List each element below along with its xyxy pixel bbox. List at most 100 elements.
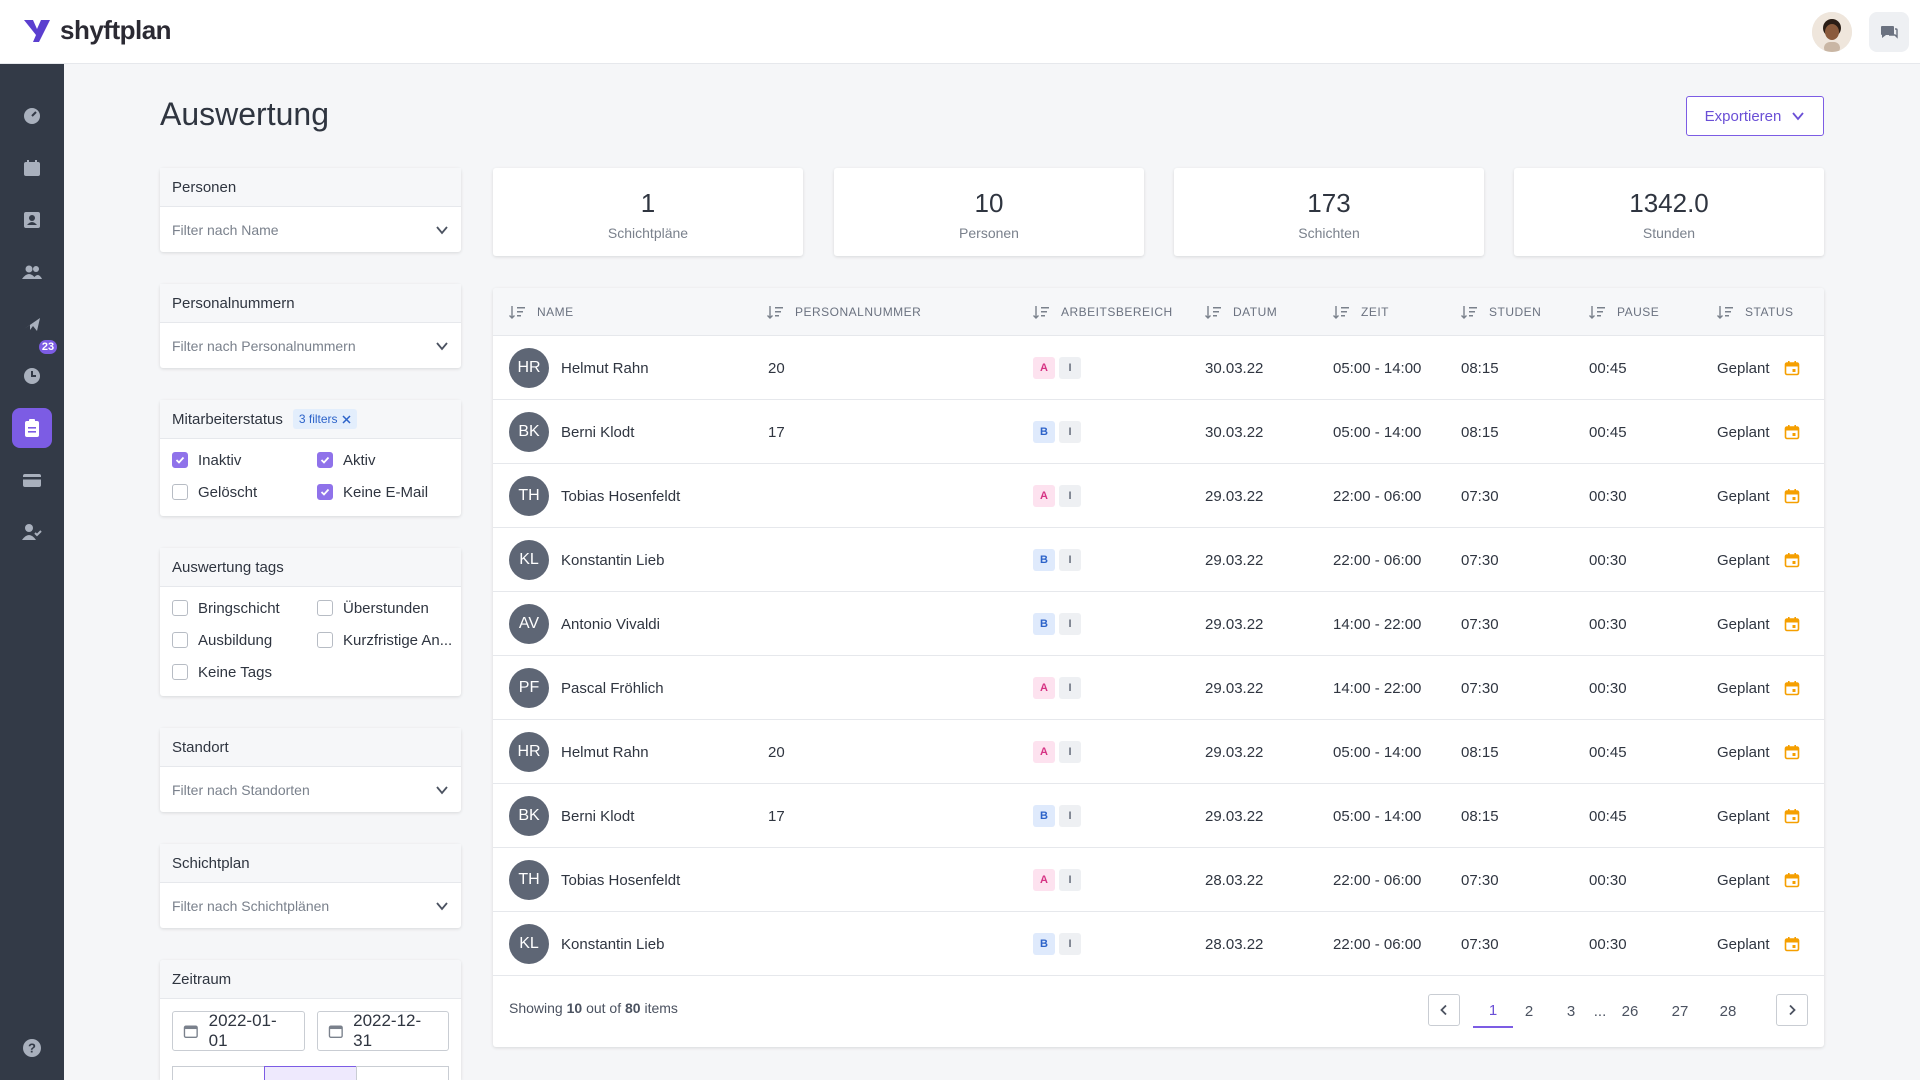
checkbox-aktiv[interactable]: Aktiv — [317, 449, 457, 471]
checkbox-ueberstunden[interactable]: Überstunden — [317, 597, 457, 619]
checkbox-box[interactable] — [172, 484, 188, 500]
sidebar-item-approvals[interactable] — [12, 512, 52, 552]
employee-name[interactable]: Tobias Hosenfeldt — [561, 487, 681, 505]
column-header[interactable]: ZEIT — [1333, 288, 1389, 336]
calendar-status-icon[interactable] — [1784, 488, 1800, 504]
personalnummern-select[interactable]: Filter nach Personalnummern — [160, 323, 461, 368]
table-row[interactable]: HR Helmut Rahn 20 A I 30.03.22 05:00 - 14:00 08… — [493, 336, 1824, 400]
table-row[interactable]: KL Konstantin Lieb B I 28.03.22 22:00 - 06:00… — [493, 912, 1824, 976]
checkbox-inaktiv[interactable]: Inaktiv — [172, 449, 317, 471]
calendar-status-icon[interactable] — [1784, 936, 1800, 952]
checkbox-box-checked[interactable] — [317, 452, 333, 468]
sort-icon[interactable] — [1589, 305, 1605, 319]
logo[interactable]: shyftplan — [22, 15, 172, 46]
active-filters-chip[interactable]: 3 filters — [292, 409, 357, 429]
column-header[interactable]: PERSONALNUMMER — [767, 288, 921, 336]
date-from-input[interactable]: 2022-01-01 — [172, 1011, 305, 1051]
sidebar-item-dashboard[interactable] — [12, 96, 52, 136]
checkbox-box[interactable] — [172, 600, 188, 616]
previous-page-button[interactable] — [1428, 994, 1460, 1026]
sidebar-item-calendar[interactable] — [12, 148, 52, 188]
sidebar-item-help[interactable]: ? — [12, 1028, 52, 1068]
employee-name[interactable]: Helmut Rahn — [561, 743, 649, 761]
page-link[interactable]: 2 — [1524, 1002, 1534, 1020]
checkbox-kurzfristige[interactable]: Kurzfristige An... — [317, 629, 457, 651]
sort-icon[interactable] — [1205, 305, 1221, 319]
table-row[interactable]: TH Tobias Hosenfeldt A I 29.03.22 22:00 - 06:… — [493, 464, 1824, 528]
next-page-button[interactable] — [1776, 994, 1808, 1026]
table-row[interactable]: AV Antonio Vivaldi B I 29.03.22 14:00 - 22:00… — [493, 592, 1824, 656]
sidebar-item-payments[interactable] — [12, 460, 52, 500]
column-header[interactable]: NAME — [509, 288, 574, 336]
page-link[interactable]: 26 — [1621, 1002, 1639, 1020]
checkbox-box[interactable] — [317, 600, 333, 616]
page-link[interactable]: 28 — [1719, 1002, 1737, 1020]
page-link[interactable]: 27 — [1671, 1002, 1689, 1020]
checkbox-keine-tags[interactable]: Keine Tags — [172, 661, 317, 683]
checkbox-geloescht[interactable]: Gelöscht — [172, 481, 317, 503]
employee-name[interactable]: Tobias Hosenfeldt — [561, 871, 681, 889]
sidebar-item-evaluation[interactable] — [12, 408, 52, 448]
employee-name[interactable]: Konstantin Lieb — [561, 551, 665, 569]
close-icon[interactable] — [342, 414, 351, 424]
checkbox-box-checked[interactable] — [172, 452, 188, 468]
personen-select[interactable]: Filter nach Name — [160, 207, 461, 252]
sort-icon[interactable] — [1461, 305, 1477, 319]
checkbox-keine-email[interactable]: Keine E-Mail — [317, 481, 457, 503]
user-avatar[interactable] — [1812, 12, 1852, 52]
page-link[interactable]: 1 — [1473, 994, 1513, 1028]
employee-name[interactable]: Helmut Rahn — [561, 359, 649, 377]
calendar-status-icon[interactable] — [1784, 616, 1800, 632]
sort-icon[interactable] — [767, 305, 783, 319]
table-row[interactable]: PF Pascal Fröhlich A I 29.03.22 14:00 - 22:00… — [493, 656, 1824, 720]
checkbox-box-checked[interactable] — [317, 484, 333, 500]
year-option[interactable] — [356, 1066, 449, 1080]
employee-name[interactable]: Pascal Fröhlich — [561, 679, 664, 697]
calendar-status-icon[interactable] — [1784, 872, 1800, 888]
table-row[interactable]: BK Berni Klodt 17 B I 29.03.22 05:00 - 14:00 08… — [493, 784, 1824, 848]
checkbox-box[interactable] — [317, 632, 333, 648]
standort-select[interactable]: Filter nach Standorten — [160, 767, 461, 812]
sidebar-item-employees[interactable] — [12, 252, 52, 292]
year-option-selected[interactable] — [264, 1066, 357, 1080]
column-header[interactable]: PAUSE — [1589, 288, 1659, 336]
calendar-status-icon[interactable] — [1784, 680, 1800, 696]
sort-icon[interactable] — [509, 305, 525, 319]
employee-name[interactable]: Berni Klodt — [561, 423, 635, 441]
sub-tag: I — [1059, 485, 1081, 507]
calendar-status-icon[interactable] — [1784, 424, 1800, 440]
column-header[interactable]: DATUM — [1205, 288, 1277, 336]
sort-icon[interactable] — [1333, 305, 1349, 319]
year-option[interactable] — [172, 1066, 265, 1080]
table-row[interactable]: TH Tobias Hosenfeldt A I 28.03.22 22:00 - 06:… — [493, 848, 1824, 912]
schichtplan-select[interactable]: Filter nach Schichtplänen — [160, 883, 461, 928]
zeit-cell: 05:00 - 14:00 — [1333, 743, 1422, 761]
export-button[interactable]: Exportieren — [1686, 96, 1824, 136]
calendar-status-icon[interactable] — [1784, 360, 1800, 376]
sidebar-item-absences[interactable] — [12, 304, 52, 344]
table-row[interactable]: KL Konstantin Lieb B I 29.03.22 22:00 - 06:00… — [493, 528, 1824, 592]
sidebar-item-contact[interactable] — [12, 200, 52, 240]
chat-button[interactable] — [1869, 12, 1909, 52]
column-header[interactable]: STATUS — [1717, 288, 1794, 336]
table-row[interactable]: BK Berni Klodt 17 B I 30.03.22 05:00 - 14:00 08… — [493, 400, 1824, 464]
sidebar-item-time[interactable] — [12, 356, 52, 396]
checkbox-box[interactable] — [172, 664, 188, 680]
sort-icon[interactable] — [1033, 305, 1049, 319]
sort-icon[interactable] — [1717, 305, 1733, 319]
table-row[interactable]: HR Helmut Rahn 20 A I 29.03.22 05:00 - 14:00 08… — [493, 720, 1824, 784]
calendar-status-icon[interactable] — [1784, 552, 1800, 568]
column-header[interactable]: STUDEN — [1461, 288, 1541, 336]
checkbox-box[interactable] — [172, 632, 188, 648]
calendar-status-icon[interactable] — [1784, 744, 1800, 760]
checkbox-bringschicht[interactable]: Bringschicht — [172, 597, 317, 619]
checkbox-ausbildung[interactable]: Ausbildung — [172, 629, 317, 651]
page-link[interactable]: 3 — [1566, 1002, 1576, 1020]
employee-name[interactable]: Berni Klodt — [561, 807, 635, 825]
date-to-input[interactable]: 2022-12-31 — [316, 1011, 449, 1051]
calendar-status-icon[interactable] — [1784, 808, 1800, 824]
employee-name[interactable]: Konstantin Lieb — [561, 935, 665, 953]
employee-name[interactable]: Antonio Vivaldi — [561, 615, 660, 633]
column-header[interactable]: ARBEITSBEREICH — [1033, 288, 1173, 336]
